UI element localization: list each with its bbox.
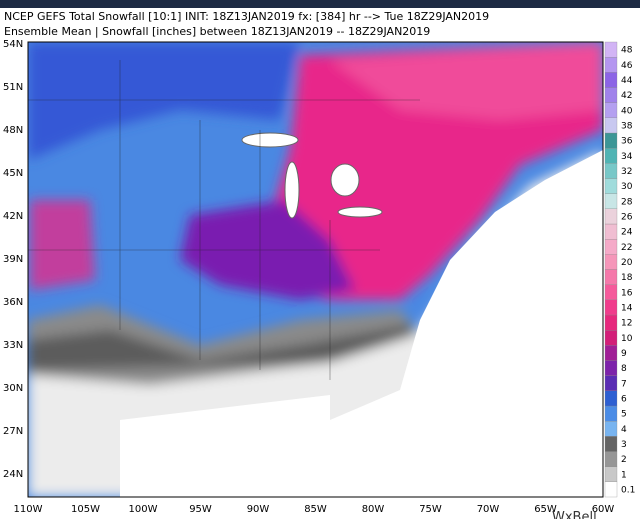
colorbar: 0.11234567891012141618202224262830323436… [604, 41, 635, 498]
colorbar-label: 20 [621, 258, 633, 268]
colorbar-swatch [604, 132, 618, 149]
colorbar-label: 12 [621, 319, 632, 329]
lon-label: 100W [129, 504, 158, 515]
colorbar-label: 28 [621, 197, 633, 207]
colorbar-swatch [604, 421, 618, 437]
colorbar-swatch [604, 57, 618, 73]
colorbar-label: 38 [621, 121, 633, 131]
colorbar-label: 40 [621, 106, 633, 116]
colorbar-label: 32 [621, 167, 632, 177]
top-bar [0, 0, 640, 8]
colorbar-swatch [604, 208, 618, 225]
colorbar-swatch [604, 330, 618, 346]
colorbar-swatch [604, 314, 618, 331]
colorbar-swatch [604, 269, 618, 285]
lon-label: 65W [534, 504, 557, 515]
lat-label: 30N [3, 383, 23, 394]
colorbar-swatch [604, 148, 618, 164]
colorbar-label: 22 [621, 243, 632, 253]
lat-label: 45N [3, 168, 23, 179]
title-line-2: Ensemble Mean | Snowfall [inches] betwee… [4, 25, 430, 38]
colorbar-label: 14 [621, 303, 633, 313]
colorbar-label: 42 [621, 91, 632, 101]
colorbar-label: 3 [621, 440, 627, 450]
colorbar-swatch [604, 390, 618, 407]
colorbar-label: 4 [621, 425, 627, 435]
colorbar-label: 26 [621, 212, 633, 222]
colorbar-swatch [604, 466, 618, 482]
colorbar-swatch [604, 345, 618, 361]
colorbar-swatch [604, 163, 618, 179]
map-frame [27, 41, 604, 498]
lat-label: 36N [3, 297, 23, 308]
lon-label: 95W [189, 504, 212, 515]
lat-label: 27N [3, 426, 23, 437]
colorbar-label: 0.1 [621, 485, 635, 495]
lat-label: 54N [3, 39, 23, 50]
colorbar-swatch [604, 254, 618, 270]
lon-label: 80W [362, 504, 385, 515]
colorbar-swatch [604, 178, 618, 194]
lat-label: 39N [3, 254, 23, 265]
colorbar-swatch [604, 405, 618, 422]
colorbar-label: 5 [621, 410, 627, 420]
colorbar-swatch [604, 299, 618, 316]
colorbar-swatch [604, 451, 618, 467]
lon-label: 90W [247, 504, 270, 515]
colorbar-label: 34 [621, 152, 633, 162]
colorbar-label: 6 [621, 394, 627, 404]
title-line-1: NCEP GEFS Total Snowfall [10:1] INIT: 18… [4, 10, 489, 23]
colorbar-swatch [604, 41, 618, 58]
colorbar-label: 7 [621, 379, 627, 389]
colorbar-swatch [604, 239, 618, 255]
lat-label: 48N [3, 125, 23, 136]
colorbar-swatch [604, 87, 618, 103]
colorbar-label: 36 [621, 137, 633, 147]
colorbar-swatch [604, 102, 618, 118]
colorbar-label: 46 [621, 61, 633, 71]
lat-label: 51N [3, 82, 23, 93]
colorbar-label: 30 [621, 182, 633, 192]
colorbar-label: 10 [621, 334, 633, 344]
lon-label: 85W [304, 504, 327, 515]
colorbar-swatch [604, 375, 618, 391]
snowfall-map [28, 42, 603, 497]
lon-label: 60W [592, 504, 615, 515]
colorbar-swatch [604, 72, 618, 88]
colorbar-swatch [604, 193, 618, 209]
colorbar-swatch [604, 223, 618, 240]
colorbar-swatch [604, 481, 618, 498]
colorbar-swatch [604, 436, 618, 452]
colorbar-label: 18 [621, 273, 633, 283]
lon-label: 75W [419, 504, 442, 515]
lat-label: 42N [3, 211, 23, 222]
lat-label: 33N [3, 340, 23, 351]
lon-label: 70W [477, 504, 500, 515]
colorbar-label: 1 [621, 470, 627, 480]
lon-label: 105W [71, 504, 100, 515]
colorbar-swatch [604, 117, 618, 134]
colorbar-swatch [604, 284, 618, 300]
watermark: WxBell [552, 510, 597, 519]
colorbar-label: 8 [621, 364, 627, 374]
colorbar-swatch [604, 360, 618, 376]
colorbar-label: 48 [621, 46, 633, 56]
colorbar-label: 9 [621, 349, 627, 359]
colorbar-label: 16 [621, 288, 633, 298]
colorbar-label: 44 [621, 76, 633, 86]
colorbar-label: 2 [621, 455, 627, 465]
lon-label: 110W [14, 504, 43, 515]
colorbar-label: 24 [621, 228, 633, 238]
lat-label: 24N [3, 469, 23, 480]
